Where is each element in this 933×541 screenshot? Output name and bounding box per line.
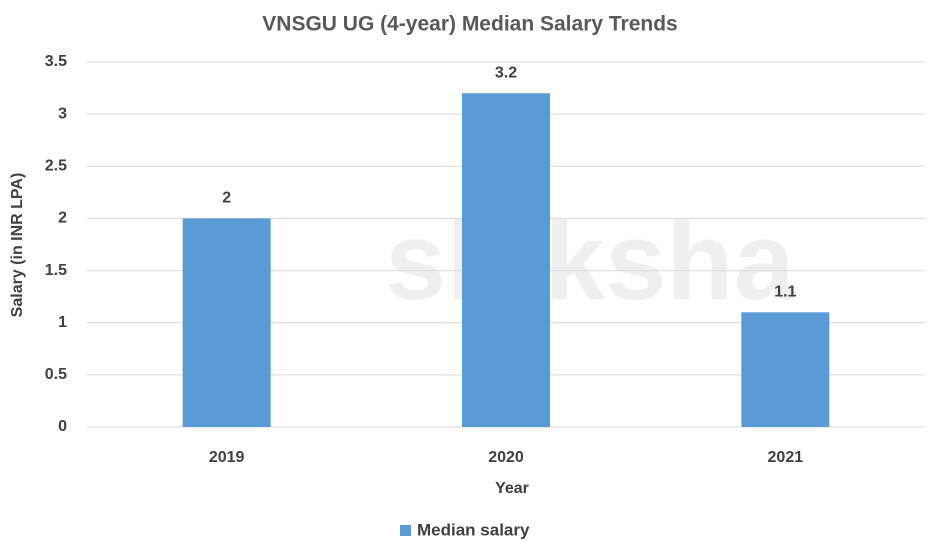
legend-label: Median salary [417,520,530,539]
y-tick-label: 1 [58,314,67,331]
bar [182,218,271,427]
y-tick-label: 2 [58,210,67,227]
y-tick-label: 2.5 [45,158,67,175]
y-axis-label: Salary (in INR LPA) [9,173,26,318]
x-tick-label: 2021 [768,449,804,466]
x-axis-label: Year [495,480,529,497]
y-tick-label: 3.5 [45,53,67,70]
y-tick-label: 3 [58,105,67,122]
watermark: shiksha [385,200,795,323]
y-tick-label: 0.5 [45,366,67,383]
chart-title: VNSGU UG (4-year) Median Salary Trends [262,13,677,36]
x-tick-label: 2020 [488,449,524,466]
x-tick-label: 2019 [209,449,245,466]
bar [462,93,550,428]
legend-swatch [400,525,411,536]
data-label: 3.2 [495,65,517,82]
y-tick-label: 1.5 [45,262,67,279]
y-tick-label: 0 [58,418,67,435]
data-label: 2 [222,190,231,207]
bar [741,312,830,427]
data-label: 1.1 [774,284,796,301]
